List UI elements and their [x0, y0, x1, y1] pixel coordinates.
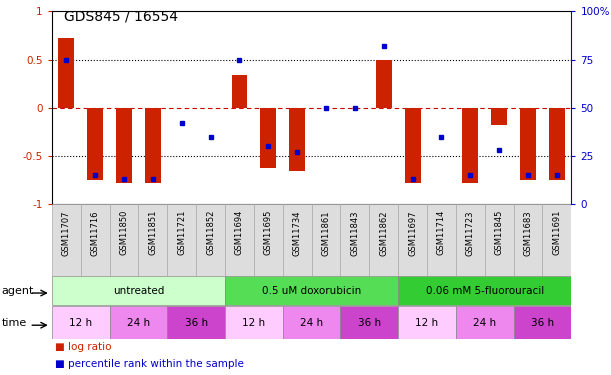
- Bar: [340, 204, 369, 276]
- Text: GSM11845: GSM11845: [495, 210, 503, 255]
- Bar: [398, 276, 571, 305]
- Bar: [456, 204, 485, 276]
- Bar: [340, 306, 398, 339]
- Text: 36 h: 36 h: [358, 318, 381, 327]
- Text: GSM11691: GSM11691: [552, 210, 562, 255]
- Bar: [485, 204, 514, 276]
- Bar: [139, 204, 167, 276]
- Text: untreated: untreated: [113, 286, 164, 296]
- Text: GSM11716: GSM11716: [90, 210, 100, 256]
- Text: 0.5 uM doxorubicin: 0.5 uM doxorubicin: [262, 286, 361, 296]
- Text: GDS845 / 16554: GDS845 / 16554: [64, 9, 178, 23]
- Bar: [491, 108, 507, 125]
- Text: 36 h: 36 h: [185, 318, 208, 327]
- Bar: [109, 306, 167, 339]
- Text: 24 h: 24 h: [473, 318, 496, 327]
- Bar: [52, 276, 225, 305]
- Text: 12 h: 12 h: [243, 318, 265, 327]
- Text: 12 h: 12 h: [69, 318, 92, 327]
- Bar: [52, 204, 81, 276]
- Bar: [232, 75, 247, 108]
- Text: 24 h: 24 h: [300, 318, 323, 327]
- Bar: [369, 204, 398, 276]
- Bar: [196, 204, 225, 276]
- Bar: [225, 204, 254, 276]
- Text: time: time: [2, 318, 27, 327]
- Bar: [398, 204, 427, 276]
- Bar: [398, 306, 456, 339]
- Text: GSM11697: GSM11697: [408, 210, 417, 256]
- Bar: [404, 108, 420, 183]
- Bar: [145, 108, 161, 183]
- Bar: [520, 108, 536, 180]
- Text: GSM11851: GSM11851: [148, 210, 158, 255]
- Bar: [81, 204, 109, 276]
- Bar: [456, 306, 514, 339]
- Text: GSM11695: GSM11695: [264, 210, 273, 255]
- Bar: [312, 204, 340, 276]
- Text: ■ log ratio: ■ log ratio: [55, 342, 111, 352]
- Bar: [376, 60, 392, 108]
- Text: GSM11862: GSM11862: [379, 210, 388, 256]
- Text: GSM11694: GSM11694: [235, 210, 244, 255]
- Text: 36 h: 36 h: [531, 318, 554, 327]
- Text: agent: agent: [2, 286, 34, 296]
- Text: GSM11734: GSM11734: [293, 210, 302, 256]
- Bar: [514, 306, 571, 339]
- Text: 0.06 mM 5-fluorouracil: 0.06 mM 5-fluorouracil: [426, 286, 544, 296]
- Bar: [167, 204, 196, 276]
- Bar: [427, 204, 456, 276]
- Bar: [52, 306, 109, 339]
- Bar: [463, 108, 478, 183]
- Bar: [514, 204, 543, 276]
- Bar: [289, 108, 305, 171]
- Text: GSM11683: GSM11683: [524, 210, 533, 256]
- Text: GSM11843: GSM11843: [350, 210, 359, 256]
- Bar: [109, 204, 139, 276]
- Text: GSM11850: GSM11850: [120, 210, 128, 255]
- Text: GSM11714: GSM11714: [437, 210, 446, 255]
- Bar: [87, 108, 103, 180]
- Bar: [283, 306, 340, 339]
- Text: GSM11852: GSM11852: [206, 210, 215, 255]
- Bar: [225, 276, 398, 305]
- Bar: [260, 108, 276, 168]
- Text: GSM11707: GSM11707: [62, 210, 71, 256]
- Bar: [225, 306, 283, 339]
- Bar: [254, 204, 283, 276]
- Bar: [116, 108, 132, 183]
- Text: ■ percentile rank within the sample: ■ percentile rank within the sample: [55, 359, 244, 369]
- Text: GSM11723: GSM11723: [466, 210, 475, 256]
- Text: 12 h: 12 h: [415, 318, 439, 327]
- Bar: [283, 204, 312, 276]
- Text: GSM11861: GSM11861: [321, 210, 331, 256]
- Text: 24 h: 24 h: [127, 318, 150, 327]
- Bar: [167, 306, 225, 339]
- Bar: [549, 108, 565, 180]
- Text: GSM11721: GSM11721: [177, 210, 186, 255]
- Bar: [59, 38, 75, 108]
- Bar: [543, 204, 571, 276]
